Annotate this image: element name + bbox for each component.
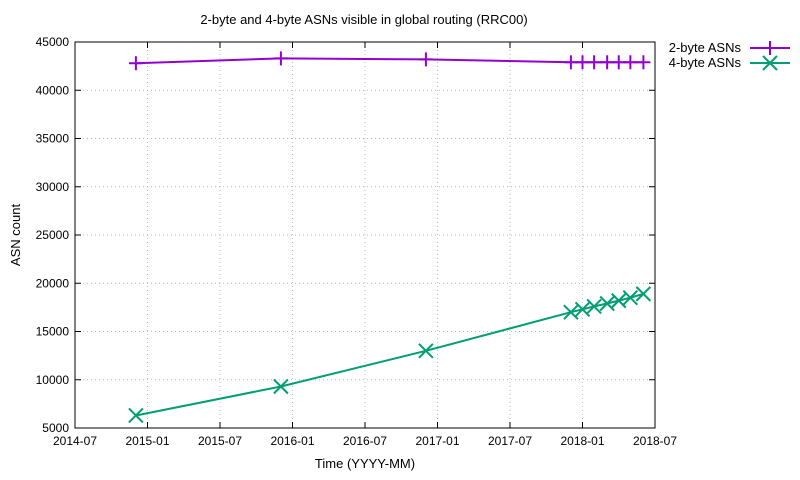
two-byte-data-point xyxy=(623,55,638,70)
x-tick-label: 2018-01 xyxy=(560,434,604,448)
marker-x-b xyxy=(762,55,778,71)
two-byte-data-point xyxy=(418,52,433,67)
four-byte-data-point xyxy=(563,304,579,320)
marker-x-b xyxy=(418,343,434,359)
x-tick-label: 2015-01 xyxy=(125,434,169,448)
marker-x-b xyxy=(586,298,602,315)
four-byte-data-point xyxy=(574,301,591,318)
x-axis-label: Time (YYYY-MM) xyxy=(315,456,415,471)
y-tick-label: 25000 xyxy=(36,228,70,242)
x-tick-label: 2015-07 xyxy=(198,434,242,448)
y-tick-label: 45000 xyxy=(36,35,70,49)
y-tick-label: 5000 xyxy=(42,421,69,435)
two-byte-data-point xyxy=(128,56,143,71)
marker-x-b xyxy=(622,290,639,306)
four-byte-data-point xyxy=(635,286,652,302)
marker-x-b xyxy=(599,295,615,312)
four-byte-data-point xyxy=(599,295,615,312)
x-tick-label: 2016-07 xyxy=(343,434,387,448)
y-tick-label: 10000 xyxy=(36,373,70,387)
two-byte-legend-marker xyxy=(763,41,777,55)
marker-x-b xyxy=(574,301,591,318)
four-byte-data-point xyxy=(586,298,602,315)
four-byte-series-line xyxy=(135,292,644,417)
marker-x-b xyxy=(273,378,289,395)
grid-layer xyxy=(75,42,655,428)
x-tick-label: 2017-01 xyxy=(415,434,459,448)
marker-x-b xyxy=(611,292,627,309)
y-tick-label: 35000 xyxy=(36,132,70,146)
x-tick-label: 2016-01 xyxy=(270,434,314,448)
marker-x-b xyxy=(635,286,652,302)
four-byte-data-point xyxy=(273,378,289,395)
two-byte-data-point xyxy=(587,55,602,70)
four-byte-legend-marker xyxy=(762,55,778,71)
four-byte-data-point xyxy=(622,290,639,306)
x-tick-label: 2017-07 xyxy=(488,434,532,448)
y-tick-label: 30000 xyxy=(36,180,70,194)
y-tick-label: 15000 xyxy=(36,325,70,339)
x-tick-label: 2014-07 xyxy=(53,434,97,448)
two-byte-data-point xyxy=(273,51,288,66)
four-byte-data-point xyxy=(128,407,144,424)
y-axis-label: ASN count xyxy=(8,204,23,267)
four-byte-data-point xyxy=(611,292,627,309)
series-layer xyxy=(128,51,652,424)
ticks-layer: 5000 10000 15000 20000 25000 30000 35000 40000 4… xyxy=(36,35,678,448)
y-tick-label: 20000 xyxy=(36,276,70,290)
chart-title: 2-byte and 4-byte ASNs visible in global… xyxy=(200,12,527,27)
marker-x-b xyxy=(128,407,144,424)
four-byte-legend-label: 4-byte ASNs xyxy=(669,55,742,70)
marker-x-b xyxy=(563,304,579,320)
x-tick-label: 2018-07 xyxy=(633,434,677,448)
two-byte-data-point xyxy=(636,55,651,70)
y-tick-label: 40000 xyxy=(36,83,70,97)
four-byte-data-point xyxy=(418,343,434,359)
two-byte-legend-label: 2-byte ASNs xyxy=(669,40,742,55)
